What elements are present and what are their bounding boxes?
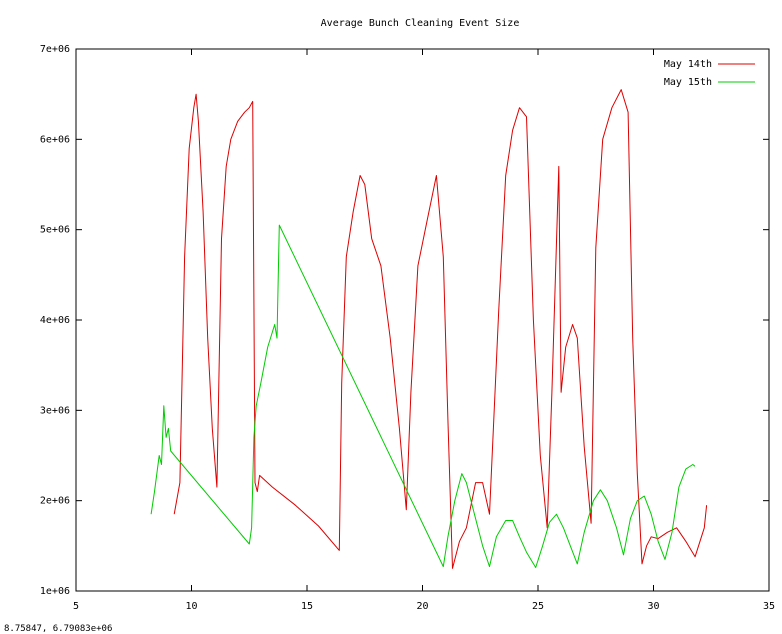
y-tick-label: 7e+06 — [40, 44, 70, 55]
plot-frame — [75, 48, 770, 592]
x-tick-label: 15 — [301, 601, 313, 612]
y-tick-label: 2e+06 — [40, 496, 70, 507]
x-tick-label: 10 — [185, 601, 197, 612]
y-tick-label: 1e+06 — [40, 586, 70, 597]
x-tick-label: 30 — [647, 601, 659, 612]
legend-label: May 14th — [664, 59, 712, 70]
y-tick-label: 4e+06 — [40, 315, 70, 326]
series-line-may-15th — [150, 224, 696, 568]
axis-ticks: 5 10 15 20 25 30 35 1e+06 2e+06 3e+06 4e+06 5e+06 6e… — [40, 44, 775, 612]
y-tick-label: 6e+06 — [40, 134, 70, 145]
chart-title: Average Bunch Cleaning Event Size — [321, 18, 520, 29]
coordinate-readout: 8.75847, 6.79083e+06 — [4, 624, 113, 634]
legend-label: May 15th — [664, 77, 712, 88]
y-tick-label: 5e+06 — [40, 225, 70, 236]
x-tick-label: 5 — [73, 601, 79, 612]
legend: May 14th May 15th — [664, 59, 755, 88]
y-tick-label: 3e+06 — [40, 405, 70, 416]
x-tick-label: 20 — [416, 601, 428, 612]
x-tick-label: 35 — [763, 601, 775, 612]
series-line-may-14th — [173, 89, 708, 569]
series-lines — [150, 89, 708, 569]
x-tick-label: 25 — [532, 601, 544, 612]
